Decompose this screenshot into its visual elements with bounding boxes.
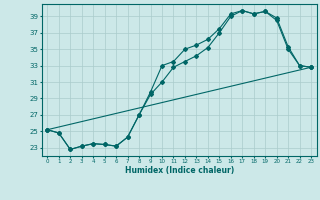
X-axis label: Humidex (Indice chaleur): Humidex (Indice chaleur) [124, 166, 234, 175]
